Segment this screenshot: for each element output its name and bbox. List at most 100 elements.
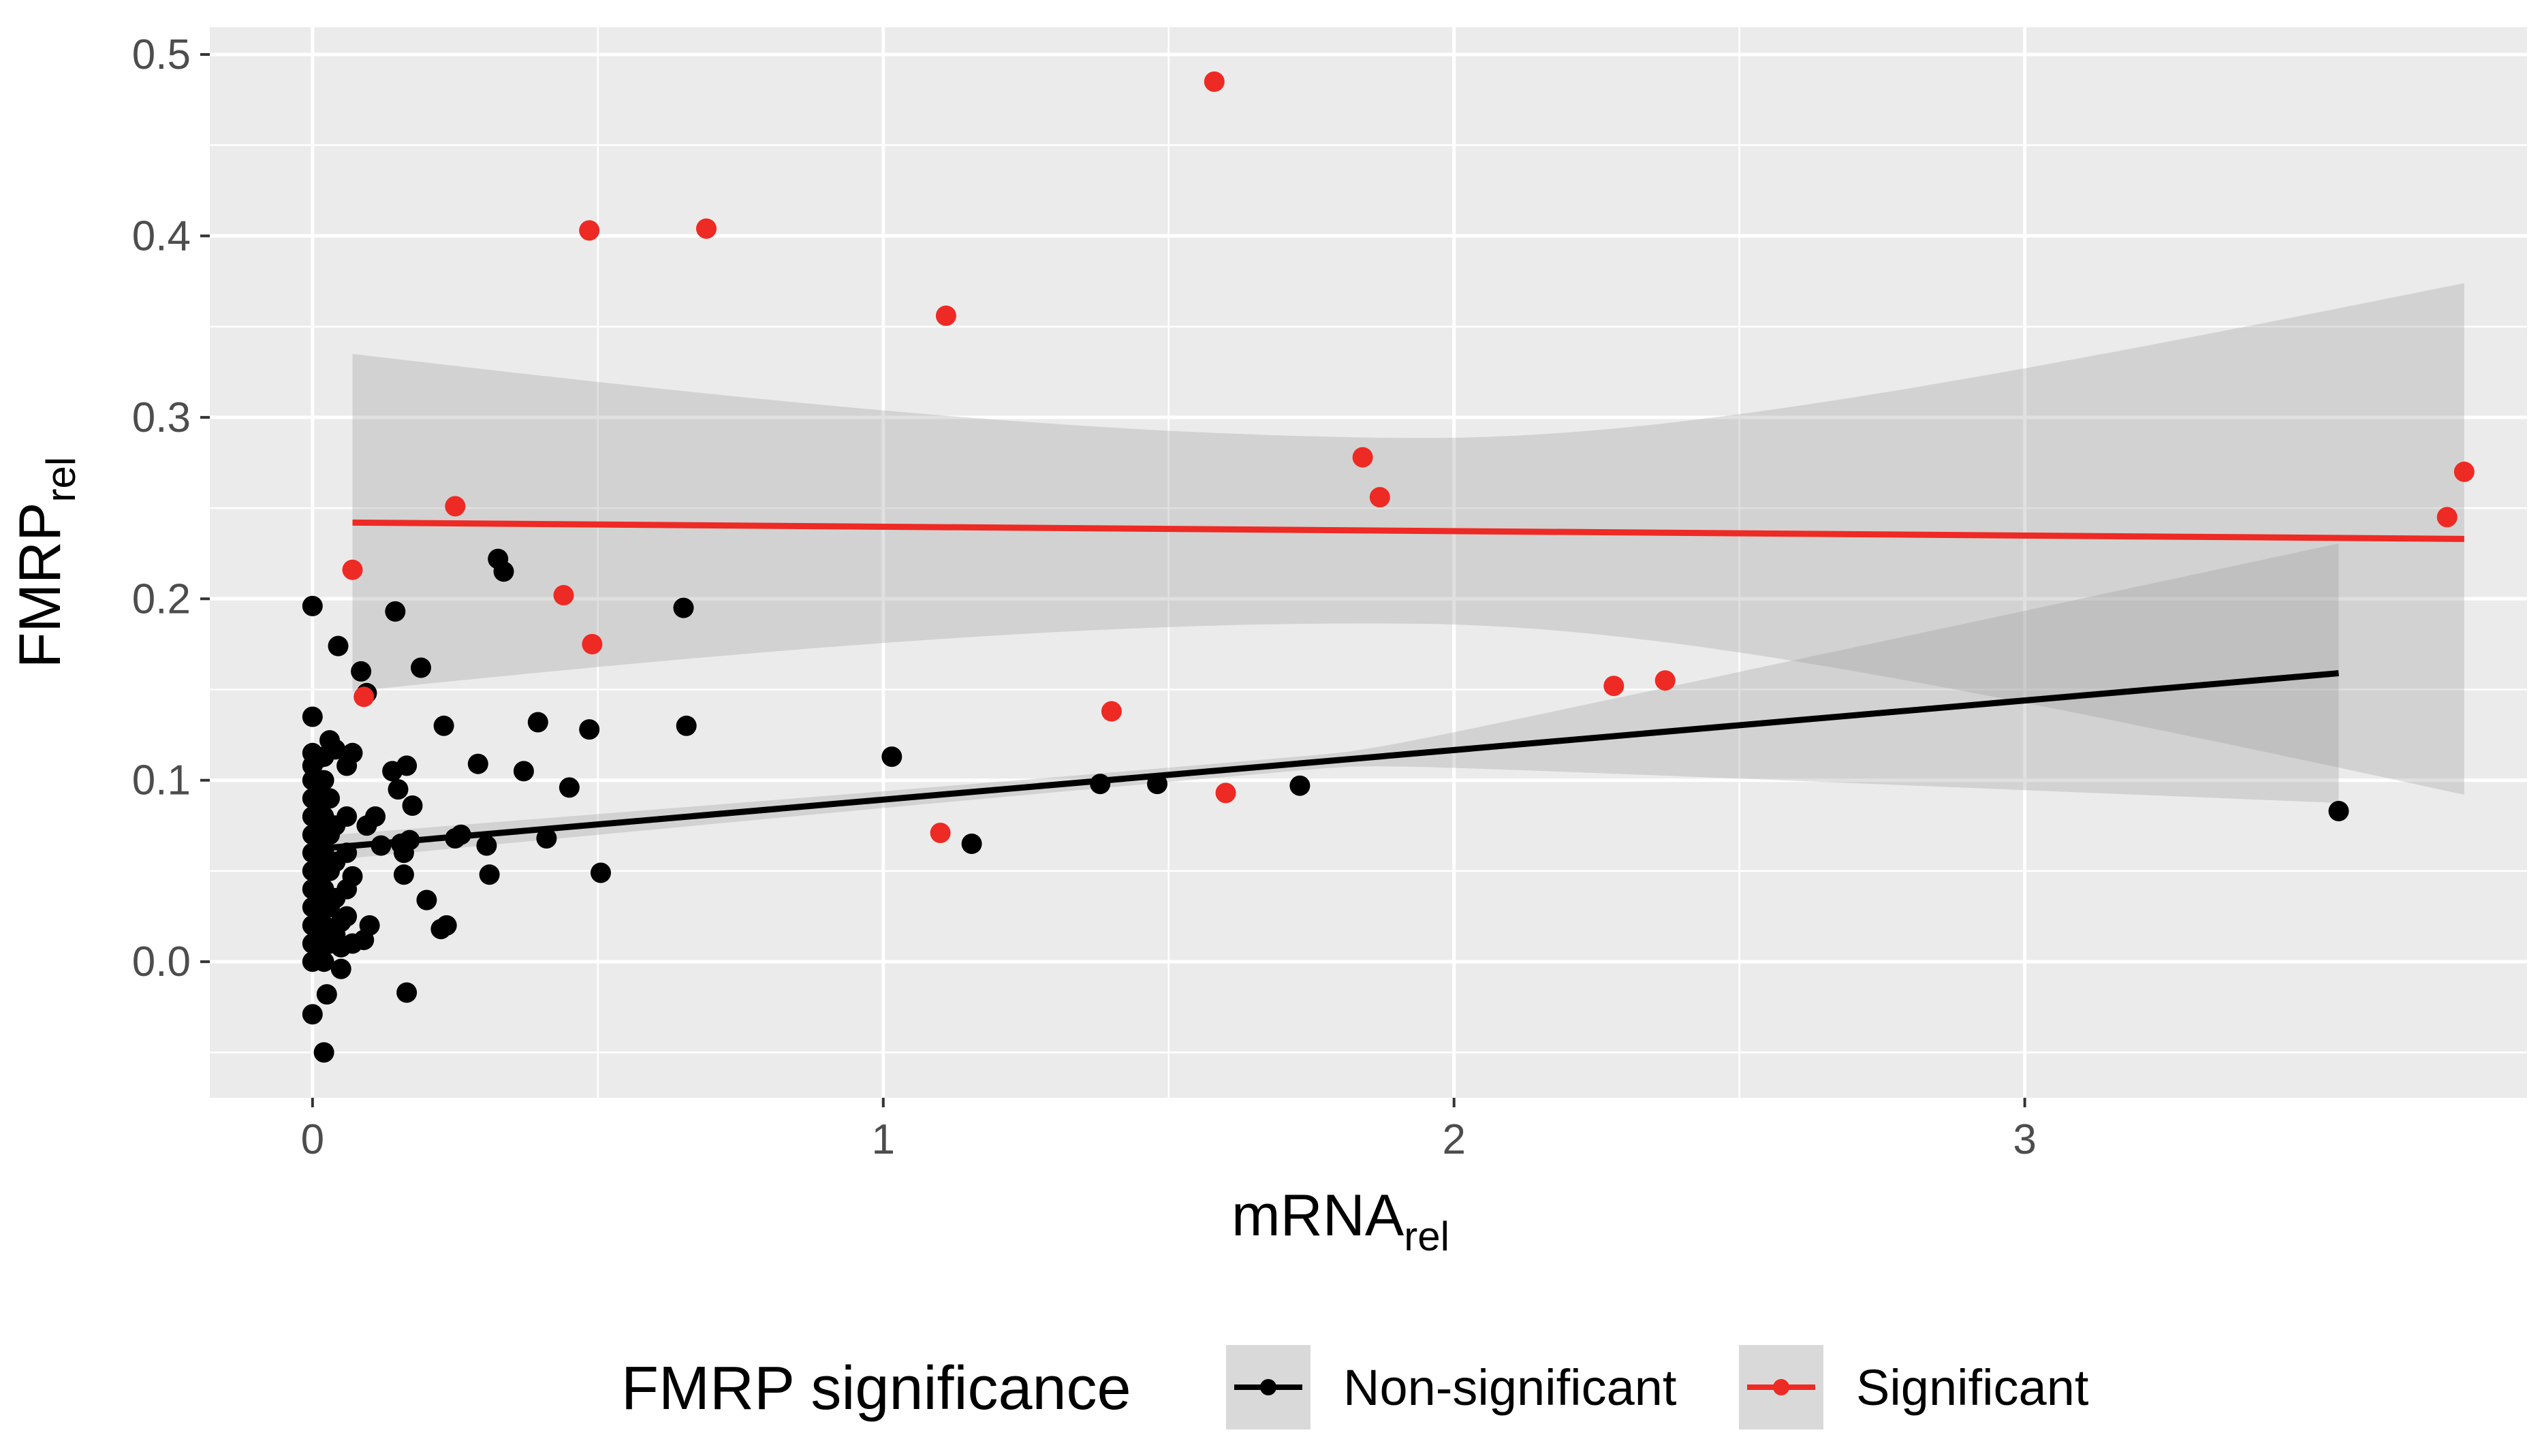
point-significant: [1101, 701, 1122, 722]
point-significant: [582, 633, 603, 654]
point-non-significant: [467, 753, 488, 774]
point-significant: [2453, 461, 2475, 482]
point-non-significant: [351, 661, 372, 682]
legend-point-significant: [1773, 1379, 1789, 1395]
point-non-significant: [479, 864, 500, 885]
point-significant: [1369, 487, 1390, 508]
point-non-significant: [559, 777, 580, 798]
x-axis: 0 1 2 3: [301, 1098, 2037, 1163]
point-non-significant: [676, 715, 697, 736]
point-non-significant: [493, 561, 514, 582]
point-significant: [1204, 71, 1225, 92]
fit-line-non-significant: [312, 670, 2339, 853]
point-non-significant: [436, 915, 457, 936]
point-non-significant: [2328, 801, 2349, 821]
point-non-significant: [411, 657, 431, 678]
y-tick-label: 0.2: [132, 575, 191, 622]
point-non-significant: [396, 982, 418, 1003]
point-significant: [354, 686, 375, 708]
point-non-significant: [591, 862, 611, 883]
x-tick-label: 0: [301, 1116, 324, 1163]
confidence-band-significant: [352, 283, 2464, 795]
point-non-significant: [1147, 774, 1167, 795]
point-non-significant: [313, 951, 334, 972]
point-non-significant: [402, 795, 423, 816]
point-non-significant: [1289, 775, 1311, 796]
legend-point-non-significant: [1260, 1379, 1276, 1395]
point-non-significant: [388, 779, 409, 800]
x-tick-label: 3: [2013, 1116, 2036, 1163]
x-axis-title: mRNArel: [1231, 1183, 1449, 1259]
point-non-significant: [527, 712, 548, 733]
point-non-significant: [325, 739, 346, 760]
point-significant: [445, 496, 466, 517]
point-non-significant: [342, 742, 363, 763]
point-non-significant: [313, 770, 334, 791]
point-non-significant: [319, 788, 340, 809]
point-significant: [579, 220, 600, 241]
point-non-significant: [313, 1042, 334, 1063]
point-non-significant: [302, 1004, 323, 1025]
point-non-significant: [399, 829, 420, 851]
point-significant: [1215, 782, 1236, 804]
y-axis-title-main: FMRP: [7, 503, 73, 669]
point-non-significant: [359, 915, 380, 936]
fit-lines: [312, 519, 2464, 853]
y-axis-title-sub: rel: [38, 457, 84, 503]
point-significant: [553, 585, 574, 605]
point-non-significant: [1090, 774, 1111, 795]
point-non-significant: [336, 906, 358, 927]
legend-title: FMRP significance: [621, 1355, 1131, 1423]
point-non-significant: [316, 984, 337, 1005]
point-significant: [1654, 670, 1676, 691]
x-tick-label: 1: [872, 1116, 895, 1163]
point-significant: [1352, 447, 1373, 468]
point-non-significant: [536, 828, 557, 849]
legend-label-significant: Significant: [1856, 1359, 2089, 1416]
point-significant: [930, 823, 951, 843]
confidence-band-non-significant: [312, 543, 2339, 862]
point-non-significant: [302, 706, 323, 727]
legend: FMRP significance Non-significant Signif…: [621, 1345, 2089, 1429]
point-non-significant: [330, 958, 351, 979]
y-tick-label: 0.5: [132, 31, 191, 78]
y-tick-label: 0.1: [132, 757, 191, 804]
x-tick-label: 2: [1442, 1116, 1465, 1163]
point-non-significant: [371, 835, 392, 856]
y-axis-title: FMRPrel: [7, 457, 84, 668]
point-non-significant: [961, 834, 982, 854]
y-tick-label: 0.3: [132, 394, 191, 441]
point-non-significant: [881, 746, 903, 767]
plot-panel: [210, 27, 2527, 1098]
y-tick-label: 0.0: [132, 938, 191, 985]
point-significant: [342, 559, 363, 580]
point-non-significant: [450, 824, 471, 845]
fit-line-significant: [352, 519, 2464, 542]
point-significant: [2436, 507, 2458, 528]
point-significant: [1603, 676, 1625, 697]
x-axis-title-sub: rel: [1404, 1214, 1449, 1259]
point-non-significant: [328, 635, 349, 656]
point-non-significant: [365, 806, 386, 827]
point-non-significant: [396, 755, 418, 776]
confidence-ribbons: [312, 283, 2464, 862]
point-non-significant: [385, 601, 406, 622]
y-axis: 0.0 0.1 0.2 0.3 0.4 0.5: [132, 31, 210, 985]
point-non-significant: [342, 866, 363, 887]
point-significant: [935, 305, 956, 326]
point-non-significant: [336, 806, 358, 827]
point-non-significant: [673, 597, 694, 618]
point-significant: [696, 218, 717, 239]
point-non-significant: [433, 715, 454, 736]
point-non-significant: [476, 835, 497, 856]
point-non-significant: [302, 595, 323, 616]
y-tick-label: 0.4: [132, 212, 191, 259]
point-non-significant: [416, 889, 437, 911]
point-non-significant: [513, 761, 534, 782]
x-axis-title-main: mRNA: [1231, 1183, 1405, 1248]
data-points: [302, 71, 2475, 1063]
point-non-significant: [393, 864, 414, 885]
point-non-significant: [579, 719, 600, 740]
point-non-significant: [336, 842, 358, 864]
